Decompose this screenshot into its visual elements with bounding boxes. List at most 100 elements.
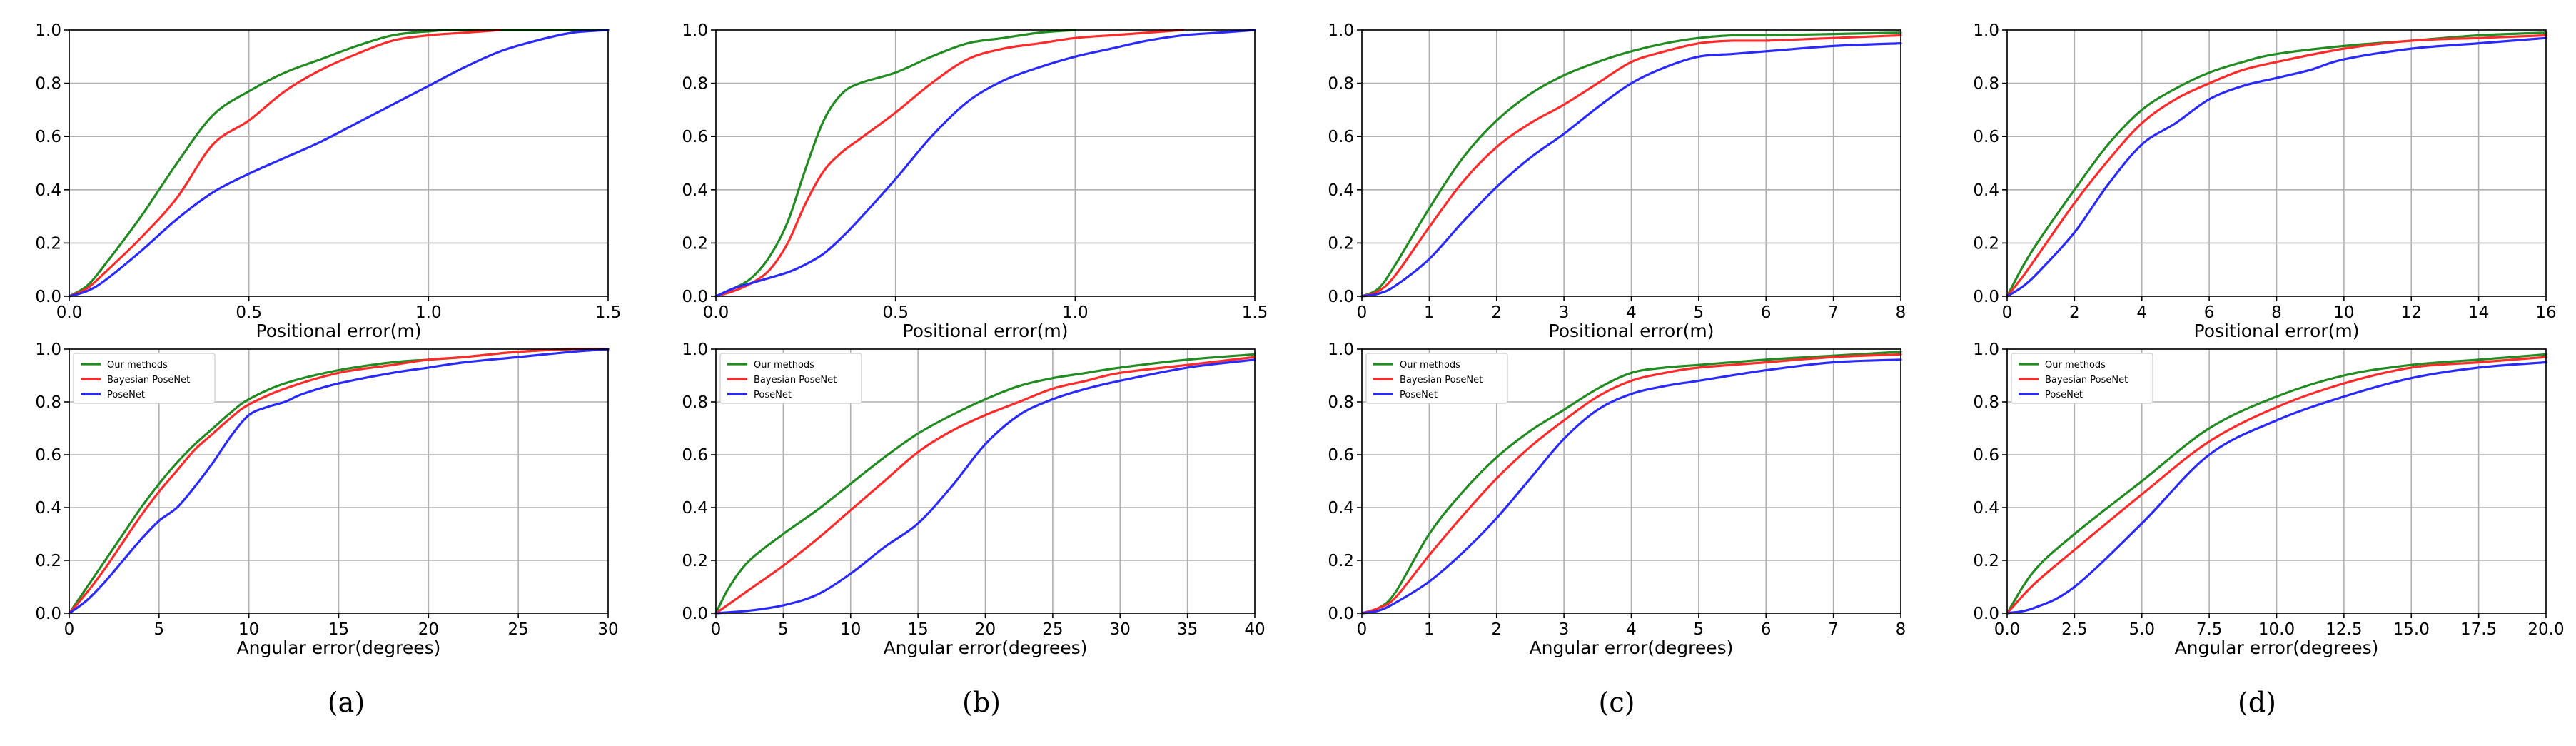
- chart-panel-a-top: 0.0 0.5 1.0 1.50.00.20.40.60.81.0Positional…: [35, 21, 621, 341]
- y-tick-label: 1.0: [1973, 341, 1999, 359]
- y-tick-label: 0.4: [1973, 499, 1999, 518]
- series-line-ours: [714, 353, 1256, 615]
- series-line-ours: [2006, 353, 2547, 615]
- x-tick-label: 5: [778, 620, 789, 639]
- y-tick-label: 0.2: [35, 234, 61, 253]
- caption-a: (a): [328, 687, 365, 718]
- y-tick-label: 0.4: [35, 499, 61, 518]
- x-axis-label: Angular error(degrees): [1530, 637, 1734, 658]
- y-tick-label: 0.6: [1973, 446, 1999, 465]
- legend: Our methods Bayesian PoseNet PoseNet: [1365, 353, 1508, 404]
- y-tick-label: 0.6: [1328, 128, 1354, 146]
- x-tick-label: 1.0: [415, 303, 442, 322]
- x-tick-label: 20.0: [2527, 620, 2564, 639]
- y-tick-label: 0.4: [682, 499, 708, 518]
- y-tick-label: 0.8: [1973, 393, 1999, 412]
- x-tick-label: 0.5: [236, 303, 262, 322]
- y-tick-label: 0.4: [1328, 499, 1354, 518]
- x-axis-label: Positional error(m): [1549, 321, 1714, 341]
- y-tick-label: 0.2: [1973, 234, 1999, 253]
- y-tick-label: 1.0: [35, 21, 61, 40]
- y-tick-label: 1.0: [35, 341, 61, 359]
- x-tick-label: 25: [1042, 620, 1063, 639]
- x-tick-label: 0.5: [882, 303, 909, 322]
- series-line-posenet: [1360, 358, 1902, 615]
- x-tick-label: 4: [1626, 303, 1637, 322]
- legend-label-posenet: PoseNet: [2045, 390, 2083, 400]
- y-tick-label: 0.6: [682, 128, 708, 146]
- x-axis-label: Angular error(degrees): [237, 637, 441, 658]
- legend-label-bayesian: Bayesian PoseNet: [754, 375, 837, 385]
- y-tick-label: 0.0: [1328, 288, 1354, 306]
- chart-panel-c-bottom: 0 1 2 3 4 5 6 7 8 0.0 0.2 0.4 0.6 0.8 1.0 Angular error…: [1328, 341, 1906, 658]
- legend-box: [1365, 353, 1508, 404]
- x-tick-label: 15: [328, 620, 349, 639]
- x-tick-label: 1.5: [1242, 303, 1268, 322]
- y-tick-label: 1.0: [682, 341, 708, 359]
- x-tick-label: 6: [2204, 303, 2215, 322]
- series-line-ours: [1360, 31, 1902, 298]
- plot-frame: [715, 29, 1256, 297]
- legend-label-posenet: PoseNet: [754, 390, 792, 400]
- y-tick-label: 0.0: [35, 605, 61, 623]
- legend-label-bayesian: Bayesian PoseNet: [1400, 375, 1483, 385]
- y-tick-label: 0.0: [682, 605, 708, 623]
- series-line-bayesian: [1360, 353, 1902, 615]
- y-tick-label: 0.6: [1328, 446, 1354, 465]
- legend: Our methods Bayesian PoseNet PoseNet: [73, 353, 216, 404]
- x-tick-label: 15: [907, 620, 928, 639]
- legend-label-posenet: PoseNet: [107, 390, 145, 400]
- x-axis-label: Angular error(degrees): [884, 637, 1088, 658]
- x-tick-label: 0.0: [56, 303, 83, 322]
- series-line-bayesian: [68, 29, 502, 298]
- caption-b: (b): [962, 687, 1001, 718]
- x-tick-label: 5.0: [2128, 620, 2155, 639]
- y-tick-label: 0.4: [1973, 181, 1999, 200]
- legend: Our methods Bayesian PoseNet PoseNet: [719, 353, 862, 404]
- x-tick-label: 3: [1559, 620, 1570, 639]
- series-line-bayesian: [68, 348, 610, 615]
- y-tick-label: 0.8: [1328, 393, 1354, 412]
- x-tick-label: 10.0: [2258, 620, 2295, 639]
- legend-label-bayesian: Bayesian PoseNet: [2045, 375, 2128, 385]
- x-tick-label: 7.5: [2196, 620, 2223, 639]
- y-tick-label: 0.6: [35, 128, 61, 146]
- legend-box: [73, 353, 216, 404]
- series-line-bayesian: [714, 29, 1184, 298]
- chart-panel-d-bottom: 0.0 2.5 5.0 7.5 10.0 12.5 15.0 17.5 20.0 0.0 0.2 0.…: [1973, 341, 2564, 658]
- series-line-bayesian: [714, 356, 1256, 615]
- x-tick-label: 1.5: [595, 303, 622, 322]
- chart-panel-b-top: 0.0 0.5 1.0 1.50.00.20.40.60.81.0Positional…: [682, 21, 1268, 341]
- x-tick-label: 15.0: [2393, 620, 2430, 639]
- y-tick-label: 1.0: [1328, 341, 1354, 359]
- y-tick-label: 0.2: [682, 234, 708, 253]
- x-tick-label: 8: [1896, 303, 1906, 322]
- series-line-posenet: [714, 29, 1256, 298]
- x-tick-label: 30: [597, 620, 618, 639]
- y-tick-label: 0.8: [1328, 75, 1354, 94]
- x-tick-label: 40: [1244, 620, 1265, 639]
- chart-panel-c-top: 0 1 2 3 4 5 6 7 8 0.0 0.2 0.4 0.6 0.8 1.0 Positional er…: [1328, 21, 1906, 341]
- x-tick-label: 16: [2535, 303, 2556, 322]
- x-tick-label: 5: [1694, 303, 1704, 322]
- y-tick-label: 0.8: [35, 393, 61, 412]
- x-tick-label: 20: [975, 620, 996, 639]
- y-tick-label: 0.8: [1973, 75, 1999, 94]
- x-tick-label: 10: [840, 620, 861, 639]
- x-tick-label: 7: [1828, 303, 1839, 322]
- x-tick-label: 5: [1694, 620, 1704, 639]
- series-line-bayesian: [2006, 356, 2547, 615]
- y-tick-label: 0.6: [35, 446, 61, 465]
- series-line-bayesian: [1360, 34, 1902, 298]
- legend-label-ours: Our methods: [1400, 360, 1460, 371]
- y-tick-label: 1.0: [682, 21, 708, 40]
- x-tick-label: 0.0: [1994, 620, 2021, 639]
- y-tick-label: 0.0: [35, 288, 61, 306]
- y-tick-label: 0.0: [1973, 288, 1999, 306]
- x-tick-label: 35: [1177, 620, 1198, 639]
- y-tick-label: 0.6: [682, 446, 708, 465]
- x-tick-label: 6: [1761, 620, 1772, 639]
- x-tick-label: 8: [1896, 620, 1906, 639]
- y-tick-label: 0.6: [1973, 128, 1999, 146]
